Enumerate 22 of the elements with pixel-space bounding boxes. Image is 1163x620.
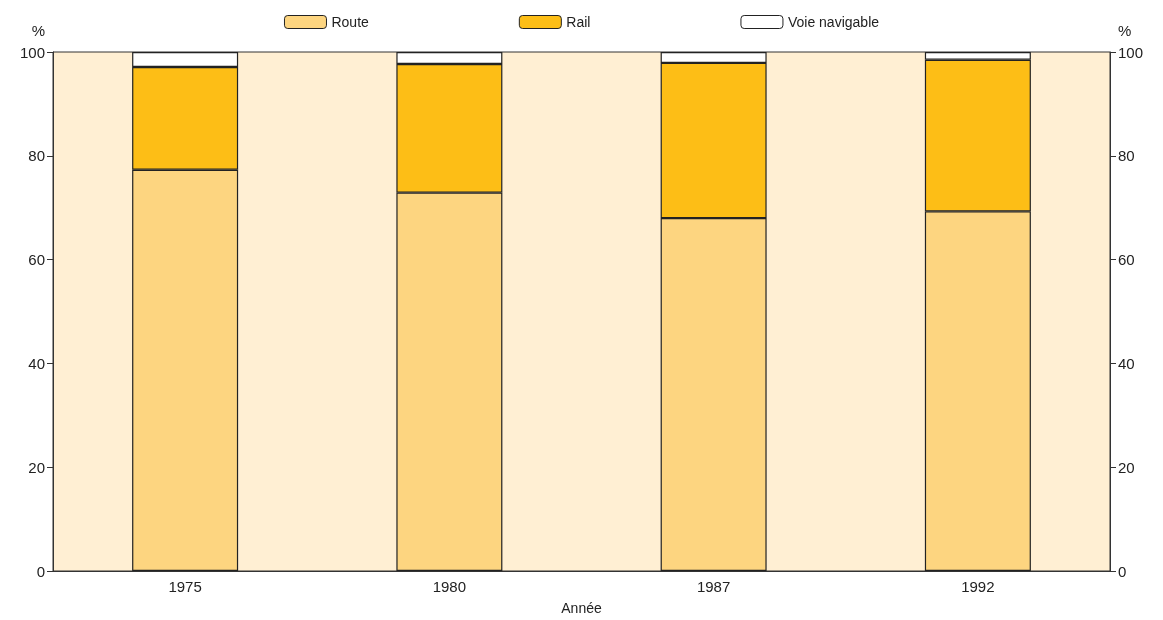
x-tick-label: 1992	[961, 578, 995, 595]
y2-tick-label: 100	[1118, 43, 1144, 61]
x-tick-label: 1980	[432, 578, 467, 595]
legend-label: Rail	[566, 14, 591, 30]
y-tick-label: 0	[36, 562, 45, 580]
legend-label: Voie navigable	[787, 14, 880, 30]
y2-tick-label: 60	[1118, 251, 1135, 269]
y-tick-label: 80	[28, 147, 45, 165]
y-tick-label: 40	[28, 354, 45, 372]
y2-tick-label: 0	[1118, 562, 1127, 580]
y-axis-title: %	[31, 22, 45, 39]
x-tick-label: 1975	[168, 578, 202, 595]
x-axis-title: Année	[561, 600, 602, 616]
y2-axis-title: %	[1118, 22, 1132, 39]
y2-tick-label: 80	[1118, 147, 1135, 165]
legend-label: Route	[331, 14, 370, 30]
y-tick-label: 60	[28, 251, 45, 269]
x-tick-label: 1987	[696, 578, 731, 595]
y2-tick-label: 40	[1118, 354, 1135, 372]
y-tick-label: 20	[28, 458, 45, 476]
y-tick-label: 100	[19, 43, 45, 61]
y2-tick-label: 20	[1118, 458, 1135, 476]
